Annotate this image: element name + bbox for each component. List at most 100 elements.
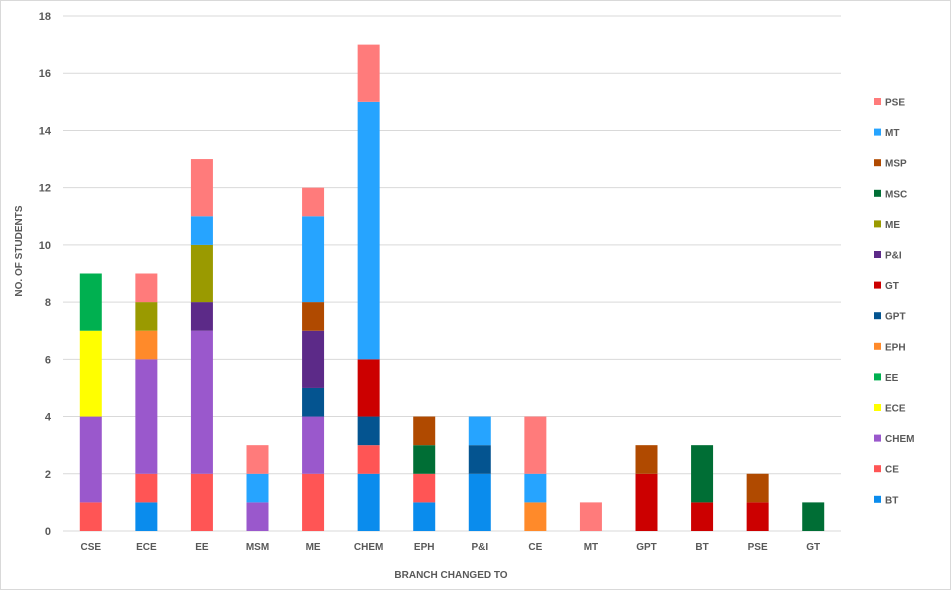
bar-segment-EE-MT [190, 216, 213, 245]
x-axis-label: BRANCH CHANGED TO [394, 570, 507, 581]
legend-label: CE [885, 465, 899, 476]
bar-segment-EE-P&I [190, 302, 213, 331]
bar-segment-ECE-PSE [135, 273, 158, 303]
x-tick-label: GPT [636, 542, 657, 553]
legend-label: PSE [885, 98, 905, 109]
x-tick-label: CHEM [354, 542, 383, 553]
legend-label: EE [885, 373, 899, 384]
bar-segment-MT-PSE [579, 502, 602, 531]
x-tick-label: GT [806, 542, 820, 553]
bar-segment-BT-GT [691, 502, 714, 531]
bar-segment-GPT-GT [635, 473, 658, 531]
x-tick-label: EPH [414, 542, 435, 553]
bars [79, 44, 825, 531]
legend-label: MT [885, 128, 899, 139]
x-tick-label: BT [695, 542, 708, 553]
bar-segment-ME-PSE [302, 187, 325, 217]
bar-segment-CSE-EE [79, 273, 102, 331]
bar-segment-MSM-CHEM [246, 502, 269, 531]
y-tick-label: 4 [45, 412, 52, 424]
bar-segment-EE-ME [190, 244, 213, 303]
bar-segment-CSE-CE [79, 502, 102, 531]
legend-swatch [874, 312, 881, 320]
bar-segment-CHEM-GT [357, 359, 380, 417]
bar-segment-ME-P&I [302, 330, 325, 388]
x-tick-label: MT [584, 542, 598, 553]
legend-swatch [874, 128, 881, 136]
legend-label: P&I [885, 251, 902, 262]
legend-swatch [874, 373, 881, 381]
y-tick-label: 16 [39, 68, 51, 80]
bar-segment-EE-PSE [190, 159, 213, 217]
bar-segment-ECE-ME [135, 302, 158, 331]
legend-label: GPT [885, 312, 906, 323]
legend-swatch [874, 404, 881, 411]
bar-segment-EPH-MSC [413, 445, 436, 474]
x-tick-label: CE [528, 542, 542, 553]
y-tick-label: 8 [45, 297, 51, 309]
y-tick-label: 6 [45, 354, 51, 366]
bar-segment-PSE-MSP [746, 473, 769, 503]
legend: PSE MT MSP MSC ME P&I GT GPT EPH EE ECE CHEM CE BT [874, 98, 914, 506]
bar-segment-ME-MT [302, 216, 325, 303]
legend-swatch [874, 495, 881, 503]
legend-label: ECE [885, 404, 906, 415]
legend-swatch [874, 220, 881, 228]
legend-label: MSC [885, 189, 907, 200]
legend-label: EPH [885, 342, 906, 353]
bar-segment-CHEM-GPT [357, 416, 380, 446]
y-tick-label: 18 [39, 11, 51, 23]
bar-segment-CHEM-PSE [357, 44, 380, 102]
legend-label: ME [885, 220, 900, 231]
bar-segment-CSE-CHEM [79, 416, 102, 503]
bar-segment-P&I-GPT [468, 445, 491, 474]
bar-segment-P&I-MT [468, 416, 491, 446]
y-tick-label: 12 [39, 183, 51, 195]
bar-segment-EPH-CE [413, 473, 436, 503]
legend-swatch [874, 98, 881, 105]
bar-segment-ECE-CHEM [135, 359, 158, 474]
bar-segment-ECE-EPH [135, 330, 158, 360]
y-tick-label: 10 [39, 240, 51, 252]
bar-segment-ME-MSP [302, 302, 325, 331]
bar-segment-EE-CE [190, 473, 213, 531]
legend-label: CHEM [885, 434, 914, 445]
bar-segment-CHEM-MT [357, 101, 380, 360]
bar-segment-EE-CHEM [190, 330, 213, 474]
legend-swatch [874, 434, 881, 442]
bar-segment-CHEM-BT [357, 473, 380, 531]
y-axis-ticks: 0 2 4 6 8 10 12 14 16 18 [39, 11, 52, 538]
legend-label: BT [885, 495, 898, 506]
legend-swatch [874, 465, 881, 473]
legend-swatch [874, 251, 881, 258]
x-tick-label: CSE [81, 542, 102, 553]
x-tick-label: EE [195, 542, 209, 553]
x-tick-label: MSM [246, 542, 269, 553]
bar-segment-ME-CHEM [302, 416, 325, 474]
bar-segment-CSE-ECE [79, 330, 102, 417]
bar-segment-BT-MSC [691, 445, 714, 503]
y-tick-label: 14 [39, 125, 52, 137]
legend-swatch [874, 159, 881, 167]
bar-segment-MSM-MT [246, 473, 269, 503]
legend-label: MSP [885, 159, 907, 170]
bar-segment-CE-EPH [524, 502, 547, 531]
y-tick-label: 0 [45, 526, 51, 538]
bar-segment-CE-PSE [524, 416, 547, 474]
bar-segment-ECE-CE [135, 473, 158, 503]
y-tick-label: 2 [45, 469, 51, 481]
x-tick-label: PSE [748, 542, 768, 553]
bar-segment-EPH-MSP [413, 416, 436, 446]
bar-segment-ECE-BT [135, 502, 158, 531]
bar-segment-CE-MT [524, 473, 547, 503]
x-tick-label: ECE [136, 542, 157, 553]
legend-swatch [874, 189, 881, 197]
bar-segment-PSE-GT [746, 502, 769, 531]
bar-segment-P&I-BT [468, 473, 491, 531]
gridlines [63, 15, 841, 532]
x-tick-label: P&I [471, 542, 488, 553]
bar-segment-GPT-MSP [635, 445, 658, 474]
y-axis-label: NO. OF STUDENTS [14, 205, 25, 296]
bar-segment-ME-CE [302, 473, 325, 531]
